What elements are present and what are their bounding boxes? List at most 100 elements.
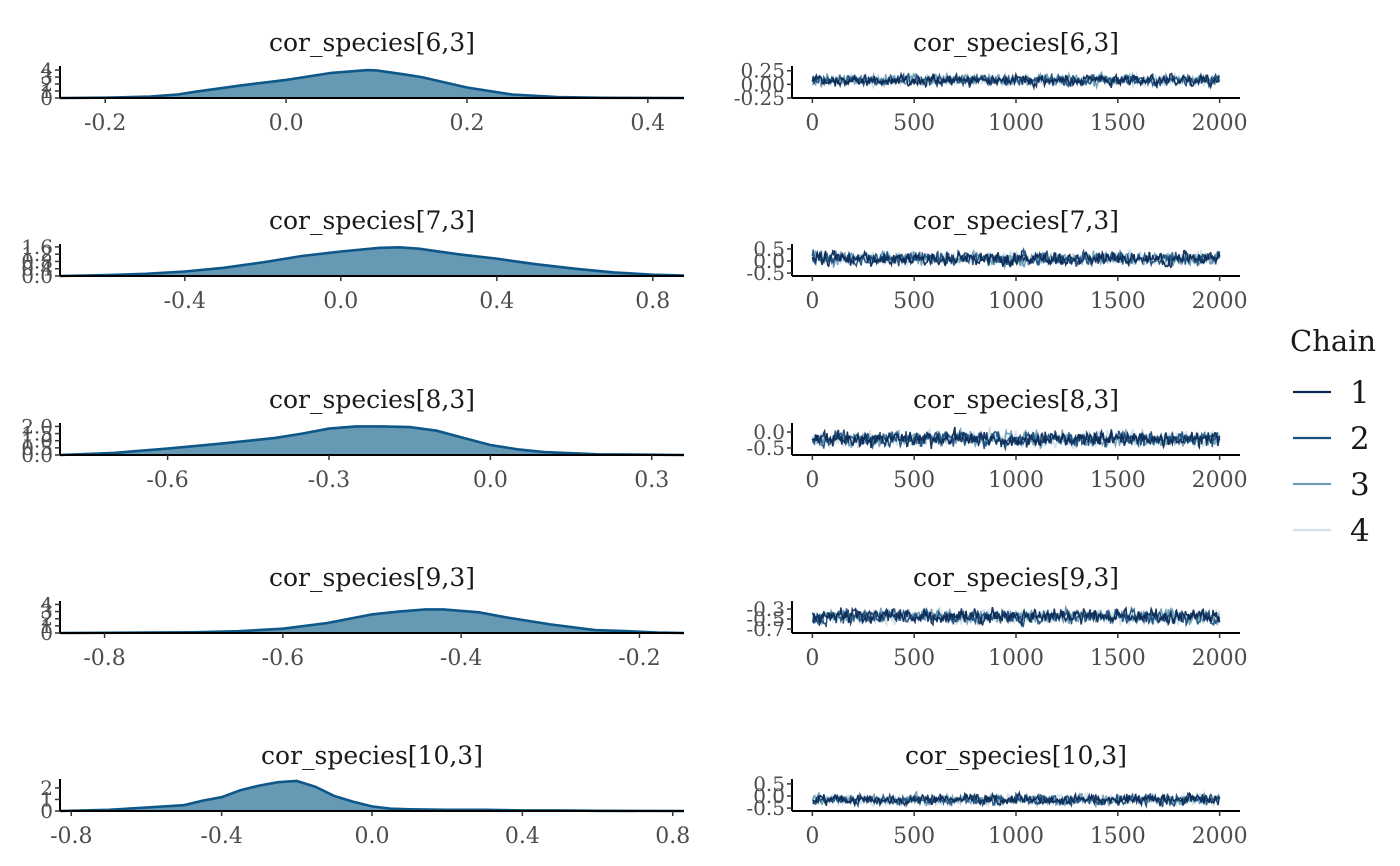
x-tick-label: 0.2: [449, 111, 484, 136]
trace-line-chain-1: [811, 248, 1221, 269]
y-tick-label: 1: [40, 787, 53, 811]
x-tick-label: -0.3: [308, 468, 350, 493]
x-tick-label: 0.4: [505, 824, 540, 849]
panel-title: cor_species[10,3]: [905, 741, 1127, 770]
trace-line-chain-1: [811, 71, 1220, 91]
y-tick-label: 0.8: [21, 249, 53, 273]
x-tick-label: 0.8: [655, 824, 690, 849]
y-tick-label: 0.25: [740, 59, 785, 83]
y-tick-label: 0.0: [21, 443, 53, 467]
legend-item-chain-2: 2: [1293, 421, 1370, 457]
x-tick-label: -0.2: [84, 111, 126, 136]
y-tick-label: 0.5: [21, 436, 53, 460]
legend-label: 4: [1350, 513, 1370, 549]
x-tick-label: 1500: [1090, 646, 1146, 671]
y-tick-label: 0: [40, 799, 53, 823]
x-tick-label: 500: [893, 468, 935, 493]
trace-line-chain-2: [811, 429, 1221, 452]
y-tick-label: 0.5: [753, 237, 785, 261]
y-tick-label: -0.25: [734, 86, 785, 110]
y-tick-label: -0.5: [746, 261, 785, 285]
x-tick-label: 1000: [988, 111, 1044, 136]
x-tick-label: -0.4: [200, 824, 242, 849]
density-line: [59, 608, 685, 635]
x-tick-label: 2000: [1192, 111, 1248, 136]
y-tick-label: 2: [40, 72, 53, 96]
x-tick-label: 0: [805, 646, 819, 671]
x-tick-label: -0.6: [146, 468, 188, 493]
y-tick-label: 4: [40, 592, 53, 616]
x-tick-label: 0.8: [635, 289, 670, 314]
x-tick-label: -0.8: [50, 824, 92, 849]
trace-panel-2: cor_species[7,3] 0 500 1000 1500 2000 -0.50.00…: [746, 206, 1247, 314]
x-tick-label: 500: [893, 824, 935, 849]
y-tick-label: 1.6: [21, 235, 53, 259]
density-line: [59, 68, 685, 100]
y-tick-label: 0.4: [21, 257, 53, 281]
y-tick-label: 0.0: [21, 264, 53, 288]
y-tick-label: -0.5: [746, 796, 785, 820]
y-tick-label: -0.5: [746, 607, 785, 631]
panel-title: cor_species[7,3]: [269, 206, 475, 235]
x-tick-label: 0.0: [355, 824, 390, 849]
density-area: [60, 247, 684, 276]
y-tick-label: 3: [40, 65, 53, 89]
legend-item-chain-3: 3: [1293, 467, 1370, 503]
panel-title: cor_species[10,3]: [261, 741, 483, 770]
trace-line-chain-1: [811, 426, 1221, 451]
y-tick-label: -0.7: [746, 617, 785, 641]
chain-legend: Chain 1 2 3 4: [1290, 324, 1376, 549]
density-area: [60, 426, 684, 455]
x-tick-label: -0.4: [440, 646, 482, 671]
x-tick-label: 500: [893, 289, 935, 314]
y-tick-label: 1.0: [21, 429, 53, 453]
density-line: [59, 779, 685, 813]
panel-title: cor_species[6,3]: [913, 28, 1119, 57]
y-tick-label: 0.0: [753, 784, 785, 808]
trace-panel-4: cor_species[9,3] 0 500 1000 1500 2000 -0.7-0.5…: [746, 563, 1247, 671]
x-tick-label: 0: [805, 824, 819, 849]
x-tick-label: 2000: [1192, 289, 1248, 314]
y-tick-label: -0.5: [746, 436, 785, 460]
density-panel-3: cor_species[8,3]-0.6 -0.3 0.0 0.30.00.51.01…: [21, 385, 685, 493]
panel-title: cor_species[8,3]: [269, 385, 475, 414]
legend-label: 3: [1350, 467, 1370, 503]
legend-label: 1: [1350, 375, 1370, 411]
legend-label: 2: [1350, 421, 1370, 457]
panel-title: cor_species[8,3]: [913, 385, 1119, 414]
x-tick-label: 0: [805, 111, 819, 136]
y-tick-label: 2.0: [21, 414, 53, 438]
trace-line-chain-2: [811, 605, 1221, 628]
y-tick-label: 1.2: [21, 242, 53, 266]
x-tick-label: -0.8: [83, 646, 125, 671]
trace-panel-3: cor_species[8,3] 0 500 1000 1500 2000 -0.50.0: [746, 385, 1247, 493]
y-tick-label: -0.3: [746, 597, 785, 621]
panel-title: cor_species[6,3]: [269, 28, 475, 57]
y-tick-label: 0: [40, 86, 53, 110]
x-tick-label: 0.0: [473, 468, 508, 493]
y-tick-label: 0: [40, 621, 53, 645]
x-tick-label: 2000: [1192, 646, 1248, 671]
y-tick-label: 2: [40, 776, 53, 800]
x-tick-label: -0.4: [164, 289, 206, 314]
x-tick-label: 0.0: [269, 111, 304, 136]
y-tick-label: 1: [40, 79, 53, 103]
x-tick-label: 0: [805, 468, 819, 493]
legend-item-chain-1: 1: [1293, 375, 1370, 411]
trace-panel-5: cor_species[10,3] 0 500 1000 1500 2000 -0.50.0…: [746, 741, 1247, 849]
trace-line-chain-1: [811, 606, 1221, 629]
density-line: [59, 425, 685, 457]
x-tick-label: 1000: [988, 646, 1044, 671]
panel-title: cor_species[9,3]: [913, 563, 1119, 592]
panel-grid: cor_species[6,3]-0.2 0.0 0.2 0.401234cor_sp…: [21, 28, 1247, 849]
x-tick-label: 1000: [988, 824, 1044, 849]
x-tick-label: 0.3: [634, 468, 669, 493]
y-tick-label: 2: [40, 607, 53, 631]
density-panel-5: cor_species[10,3] -0.8 -0.4 0.0 0.4 0.8 012: [40, 741, 690, 849]
x-tick-label: 2000: [1192, 824, 1248, 849]
x-tick-label: 500: [893, 111, 935, 136]
panel-title: cor_species[7,3]: [913, 206, 1119, 235]
x-tick-label: 1500: [1090, 111, 1146, 136]
trace-line-chain-1: [811, 790, 1221, 808]
